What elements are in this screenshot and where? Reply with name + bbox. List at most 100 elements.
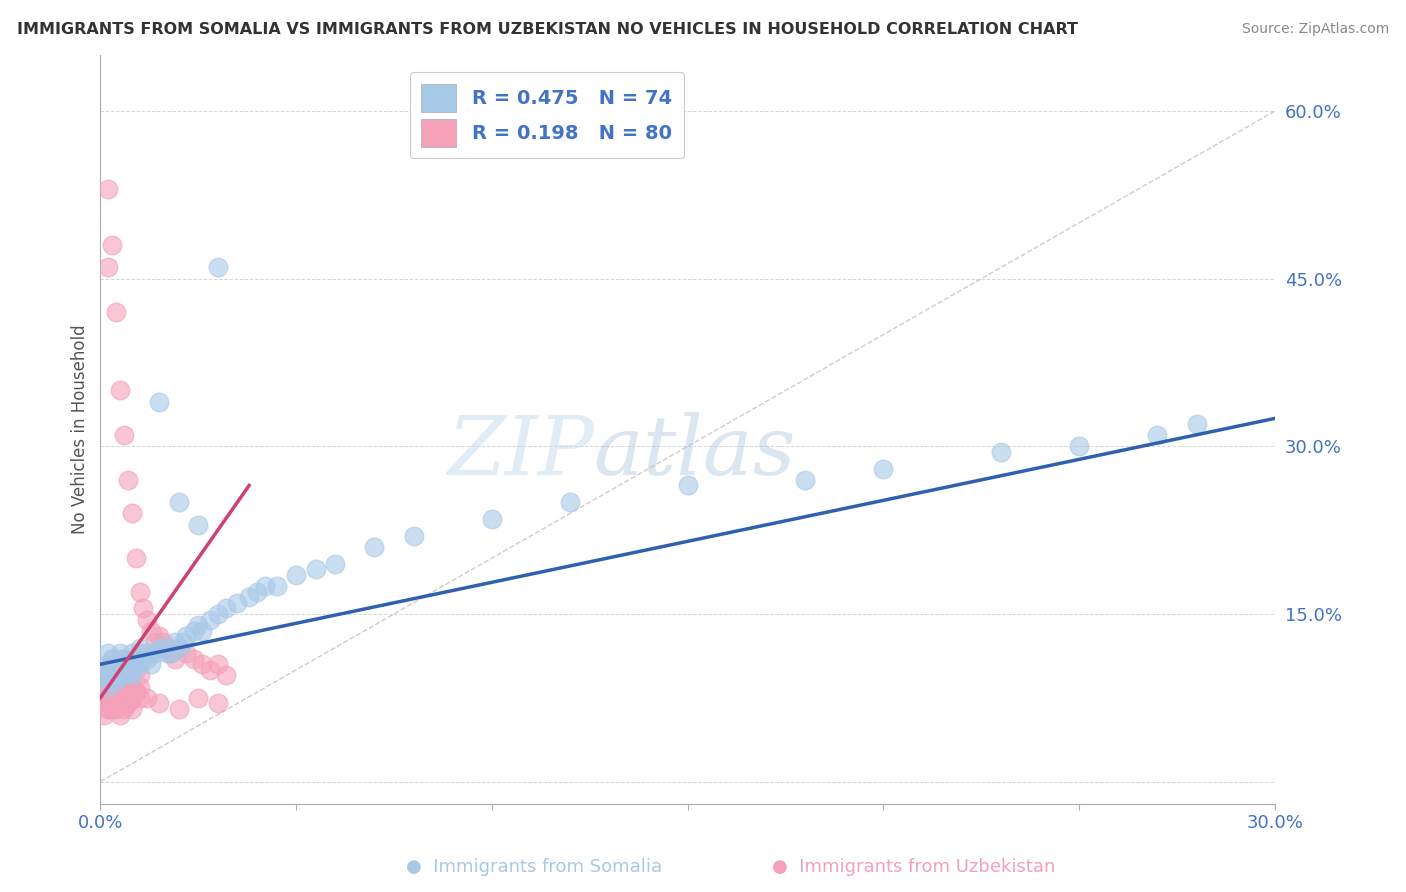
Point (323, 557, 346, 571)
Point (93, 673, 115, 688)
Point (402, 529, 425, 543)
Point (198, 663, 221, 677)
Point (148, 697, 170, 711)
Point (117, 654, 139, 668)
Point (128, 657, 150, 672)
Point (124, 657, 146, 672)
Point (112, 663, 135, 677)
Point (97, 260, 120, 275)
Point (128, 690, 150, 705)
Point (112, 651, 135, 665)
Point (148, 629, 170, 643)
Point (105, 680, 128, 694)
Point (117, 473, 139, 487)
Point (121, 507, 143, 521)
Point (198, 613, 221, 627)
Point (108, 663, 131, 677)
Legend: R = 0.475   N = 74, R = 0.198   N = 80: R = 0.475 N = 74, R = 0.198 N = 80 (409, 72, 683, 159)
Point (101, 657, 124, 672)
Point (105, 305, 128, 319)
Point (112, 702, 135, 716)
Point (128, 680, 150, 694)
Text: Source: ZipAtlas.com: Source: ZipAtlas.com (1241, 22, 1389, 37)
Point (266, 579, 288, 593)
Point (1069, 439, 1091, 453)
Point (794, 473, 817, 487)
Point (172, 635, 194, 649)
Point (136, 646, 159, 660)
Point (187, 690, 209, 705)
Point (97, 663, 120, 677)
Point (121, 663, 143, 677)
Point (1146, 428, 1168, 442)
Point (207, 697, 229, 711)
Point (105, 673, 128, 688)
Point (167, 495, 190, 509)
Point (105, 657, 128, 672)
Point (1185, 417, 1208, 431)
Point (363, 540, 385, 554)
Point (163, 635, 186, 649)
Point (112, 428, 135, 442)
Point (117, 657, 139, 672)
Point (101, 690, 124, 705)
Point (141, 624, 163, 638)
Point (108, 651, 131, 665)
Point (101, 238, 124, 252)
Point (152, 640, 174, 655)
Point (97, 690, 120, 705)
Point (128, 646, 150, 660)
Point (305, 562, 328, 576)
Point (152, 635, 174, 649)
Point (132, 601, 155, 615)
Text: ZIP: ZIP (447, 412, 593, 492)
Point (101, 673, 124, 688)
Point (97, 673, 120, 688)
Point (101, 702, 124, 716)
Point (121, 680, 143, 694)
Point (117, 685, 139, 699)
Point (238, 591, 260, 605)
Point (112, 680, 135, 694)
Point (97, 657, 120, 672)
Point (117, 697, 139, 711)
Point (136, 613, 159, 627)
Point (108, 673, 131, 688)
Point (93, 707, 115, 722)
Point (128, 584, 150, 599)
Point (246, 584, 269, 599)
Text: IMMIGRANTS FROM SOMALIA VS IMMIGRANTS FROM UZBEKISTAN NO VEHICLES IN HOUSEHOLD C: IMMIGRANTS FROM SOMALIA VS IMMIGRANTS FR… (17, 22, 1078, 37)
Point (101, 668, 124, 682)
Point (93, 690, 115, 705)
Point (124, 663, 146, 677)
Point (141, 657, 163, 672)
Point (176, 629, 198, 643)
Point (108, 697, 131, 711)
Y-axis label: No Vehicles in Household: No Vehicles in Household (72, 325, 89, 534)
Text: ●  Immigrants from Somalia: ● Immigrants from Somalia (406, 858, 662, 876)
Point (105, 657, 128, 672)
Point (560, 495, 582, 509)
Point (207, 260, 229, 275)
Point (97, 646, 120, 660)
Point (112, 690, 135, 705)
Point (117, 697, 139, 711)
Point (176, 646, 198, 660)
Point (112, 668, 135, 682)
Point (148, 640, 170, 655)
Point (191, 657, 214, 672)
Point (108, 707, 131, 722)
Point (148, 394, 170, 409)
Point (226, 596, 249, 610)
Point (872, 461, 894, 475)
Point (121, 646, 143, 660)
Point (97, 663, 120, 677)
Point (93, 697, 115, 711)
Point (124, 685, 146, 699)
Point (253, 579, 276, 593)
Point (108, 685, 131, 699)
Point (132, 651, 155, 665)
Point (97, 702, 120, 716)
Point (108, 646, 131, 660)
Point (108, 384, 131, 398)
